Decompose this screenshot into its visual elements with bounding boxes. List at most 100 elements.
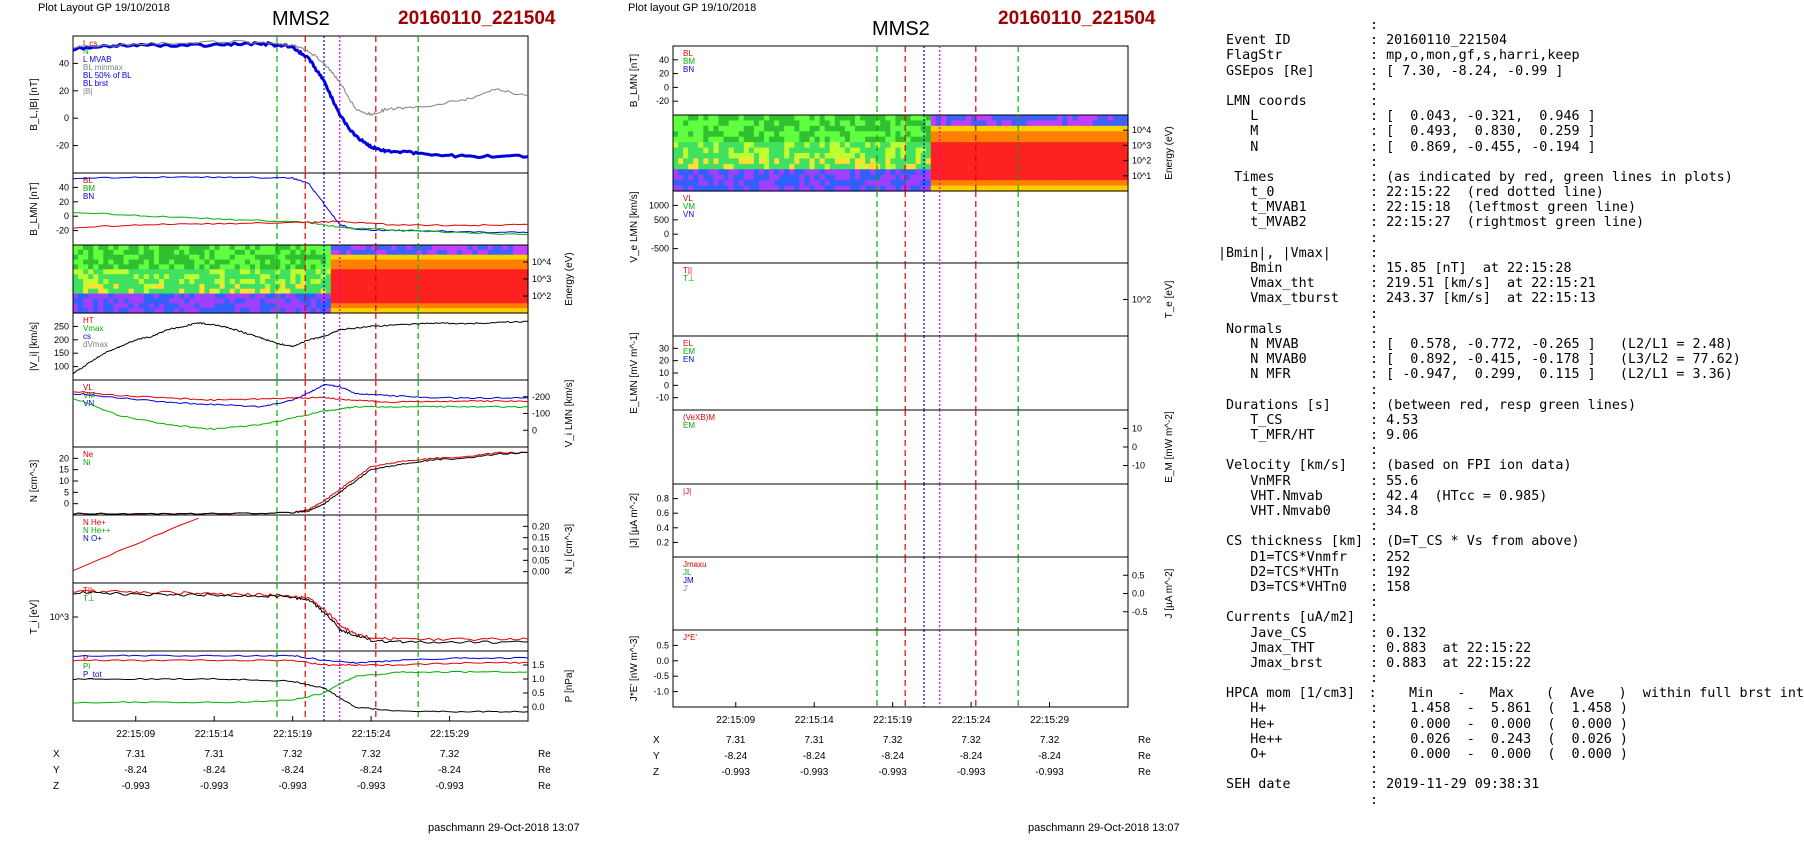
spectrogram-cell [426,308,433,314]
spectrogram-cell [1062,180,1068,187]
spectrogram-cell [976,136,982,143]
spectrogram-cell [199,303,206,309]
spectrogram-cell [814,142,821,149]
spectrogram-cell [844,153,851,160]
info-key: O+ [1218,747,1267,762]
spectrogram-cell [895,136,902,143]
spectrogram-cell [890,158,897,165]
spectrogram-cell [839,169,846,176]
spectrogram-cell [477,308,484,314]
info-value: : 0.132 [1370,625,1427,641]
spectrogram-cell [1082,142,1089,149]
spectrogram-cell [713,153,720,160]
spectrogram-cell [905,131,912,138]
spectrogram-cell [335,303,342,309]
info-key: Jmax_THT [1218,640,1315,656]
spectrogram-cell [73,254,79,261]
spectrogram-cell [723,163,730,170]
spectrogram-cell [834,185,841,192]
spectrogram-cell [103,293,109,300]
spectrogram-cell [880,185,886,192]
spectrogram-cell [1026,120,1033,127]
spectrogram-cell [784,169,790,176]
spectrogram-cell [209,274,216,280]
series-he++ [72,517,199,572]
spectrogram-cell [239,283,246,290]
info-value: : [1370,595,1379,611]
spectrogram-cell [73,259,79,266]
spectrogram-cell [214,308,221,314]
spectrogram-cell [189,245,195,251]
y-axis-label: E_LMN [mV m^-1] [629,332,640,414]
spectrogram-cell [123,259,130,266]
spectrogram-cell [386,279,393,285]
spectrogram-cell [673,120,679,127]
spectrogram-cell [351,279,357,285]
spectrogram-cell [920,147,927,154]
spectrogram-cell [875,158,881,165]
spectrogram-cell [1112,147,1119,154]
spectrogram-cell [295,254,302,261]
spectrogram-cell [391,264,398,270]
spectrogram-cell [487,308,494,314]
spectrogram-cell [951,131,957,138]
spectrogram-cell [487,274,494,280]
spectrogram-cell [1072,158,1079,165]
spectrogram-cell [194,259,200,266]
spectrogram-cell [260,303,266,309]
spectrogram-cell [1102,136,1109,143]
spectrogram-cell [179,249,185,256]
spectrogram-cell [340,254,347,261]
ephem-value: -0.993 [200,781,229,792]
spectrogram-cell [477,298,484,304]
spectrogram-cell [673,169,679,176]
spectrogram-cell [98,279,104,285]
spectrogram-cell [946,185,952,192]
spectrogram-cell [900,115,907,122]
info-row: |Bmin|, |Vmax|: [1218,246,1804,261]
spectrogram-cell [138,293,145,300]
spectrogram-cell [411,264,418,270]
spectrogram-cell [966,153,972,160]
spectrogram-cell [713,142,720,149]
spectrogram-cell [351,288,357,295]
spectrogram-cell [1062,163,1068,170]
spectrogram-cell [1006,158,1013,165]
spectrogram-cell [229,298,236,304]
spectrogram-cell [219,274,226,280]
info-row: N MVAB: [ 0.578, -0.772, -0.265 ] (L2/L1… [1218,337,1804,352]
spectrogram-cell [769,147,775,154]
ephem-value: 7.31 [204,749,224,760]
spectrogram-cell [753,185,760,192]
spectrogram-cell [113,264,120,270]
spectrogram-cell [703,136,709,143]
info-row: H+: 1.458 - 5.861 ( 1.458 ) [1218,701,1804,716]
legend-entry: EL [683,339,693,348]
spectrogram-cell [229,269,236,275]
spectrogram-cell [1067,136,1073,143]
info-value: : 0.000 - 0.000 ( 0.000 ) [1370,716,1628,732]
info-value: : 2019-11-29 09:38:31 [1370,777,1540,793]
spectrogram-cell [234,264,241,270]
spectrogram-cell [940,131,947,138]
spectrogram-cell [1026,147,1033,154]
spectrogram-cell [849,142,856,149]
spectrogram-cell [406,259,413,266]
spectrogram-cell [169,245,175,251]
spectrogram-cell [855,147,861,154]
spectrogram-cell [426,274,433,280]
spectrogram-cell [1062,120,1068,127]
spectrogram-cell [779,136,785,143]
spectrogram-cell [794,163,800,170]
spectrogram-cell [890,174,897,181]
spectrogram-cell [940,163,947,170]
subplot-frame [72,172,529,246]
spectrogram-cell [153,293,160,300]
spectrogram-cell [708,147,715,154]
spectrogram-cell [1026,125,1033,132]
spectrogram-cell [209,269,216,275]
spectrogram-cell [1102,180,1109,187]
spectrogram-cell [416,249,423,256]
spectrogram-cell [996,153,1003,160]
spectrogram-cell [452,245,458,251]
